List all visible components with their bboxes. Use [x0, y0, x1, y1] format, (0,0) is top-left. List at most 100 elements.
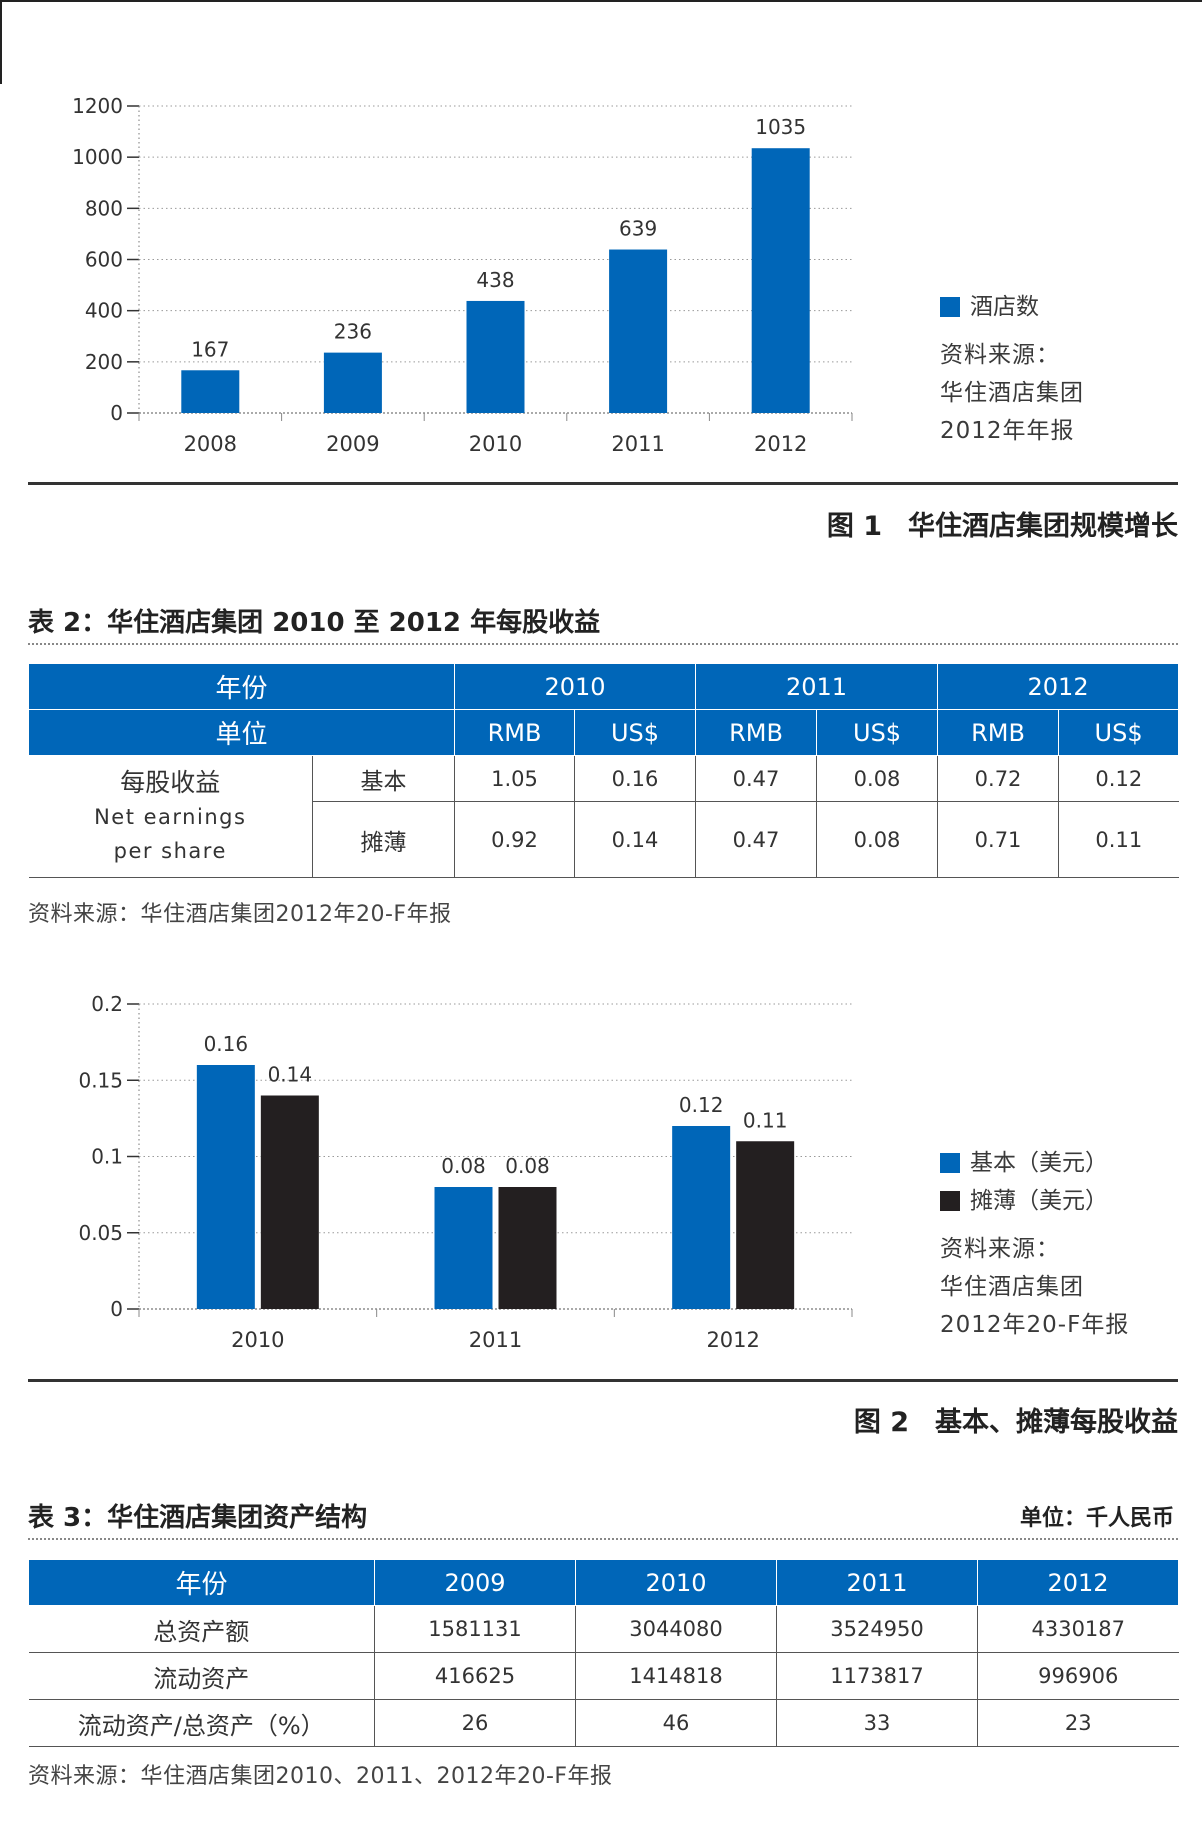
data-label: 0.08: [441, 1154, 486, 1178]
y-tick-label: 0.05: [78, 1221, 123, 1245]
header-currency: US$: [816, 709, 939, 756]
asset-structure-table: 年份 2009 2010 2011 2012 总资产额 1581131 3044…: [28, 1559, 1179, 1747]
top-border: [0, 0, 1202, 2]
header-year: 2009: [374, 1559, 576, 1606]
header-currency: RMB: [695, 709, 818, 756]
bar: [181, 370, 240, 413]
figure2-caption: 图 2 基本、摊薄每股收益: [854, 1400, 1178, 1439]
table3-title: 表 3：华住酒店集团资产结构: [28, 1503, 368, 1533]
header-year: 2012: [937, 663, 1180, 710]
figure-title: 华住酒店集团规模增长: [908, 511, 1178, 542]
row-label-cn: 每股收益: [120, 767, 221, 797]
bar: [751, 148, 810, 413]
header-year: 2012: [977, 1559, 1179, 1606]
table-cell: 4330187: [977, 1605, 1179, 1653]
eps-grouped-bar-chart: 0 0.05 0.1 0.15 0.2 0.16 0.14 2010 0.08 0.08 2011 0…: [78, 992, 853, 1352]
source-line: 资料来源：: [940, 1236, 1060, 1262]
source-line: 华住酒店集团: [940, 1274, 1084, 1300]
table-cell: 0.16: [574, 755, 697, 802]
x-tick-label: 2012: [754, 432, 807, 456]
table-cell: 1.05: [454, 755, 576, 802]
eps-table: 年份 2010 2011 2012 单位 RMB US$ RMB US$ RMB…: [27, 663, 1180, 878]
y-tick-label: 800: [85, 196, 123, 220]
table-row: 流动资产/总资产（%） 26 46 33 23: [28, 1699, 1179, 1747]
table-cell: 0.72: [937, 755, 1060, 802]
row-label: 总资产额: [28, 1605, 375, 1653]
legend-label: 酒店数: [970, 294, 1039, 320]
bar: [672, 1126, 731, 1309]
data-label: 639: [619, 217, 657, 241]
left-border: [0, 0, 2, 84]
table2-title: 表 2：华住酒店集团 2010 至 2012 年每股收益: [28, 608, 601, 638]
table-cell: 0.92: [454, 801, 576, 878]
header-year: 2010: [454, 663, 697, 710]
table-cell: 416625: [374, 1652, 576, 1700]
y-tick-label: 1000: [72, 145, 123, 169]
x-tick-label: 2009: [326, 432, 379, 456]
table-cell: 46: [575, 1699, 777, 1747]
legend-item-basic: 基本（美元）: [940, 1144, 1129, 1182]
x-tick-label: 2010: [231, 1328, 284, 1352]
table-row: 每股收益 Net earnings per share 基本 1.05 0.16…: [28, 755, 1179, 878]
data-label: 167: [191, 337, 229, 361]
legend-swatch: [940, 297, 960, 317]
row-label: 流动资产/总资产（%）: [28, 1699, 375, 1747]
bar: [196, 1065, 255, 1309]
bar: [260, 1095, 319, 1309]
header-currency: US$: [1058, 709, 1180, 756]
legend-label: 摊薄（美元）: [970, 1188, 1108, 1214]
table2-source: 资料来源：华住酒店集团2012年20-F年报: [28, 902, 452, 927]
row-group-label: 每股收益 Net earnings per share: [28, 755, 313, 878]
header-unit-label: 单位: [27, 709, 456, 756]
figure-title: 基本、摊薄每股收益: [935, 1407, 1178, 1438]
table-cell: 3044080: [575, 1605, 777, 1653]
header-year-label: 年份: [27, 663, 456, 710]
data-label: 0.14: [268, 1063, 313, 1087]
x-tick-label: 2012: [706, 1328, 759, 1352]
x-tick-label: 2008: [184, 432, 237, 456]
bar: [498, 1187, 557, 1309]
bar: [609, 249, 668, 413]
table-cell: 26: [374, 1699, 576, 1747]
y-tick-label: 0: [110, 401, 123, 425]
y-tick-label: 0.2: [91, 992, 123, 1016]
y-tick-label: 400: [85, 299, 123, 323]
row-type: 基本: [311, 755, 456, 802]
header-currency: RMB: [937, 709, 1060, 756]
table-cell: 1414818: [575, 1652, 777, 1700]
data-label: 0.08: [505, 1154, 550, 1178]
source-line: 2012年20-F年报: [940, 1312, 1130, 1338]
data-label: 438: [476, 268, 514, 292]
table-row: 摊薄 0.92 0.14 0.47 0.08 0.71 0.11: [29, 801, 1179, 878]
figure2-source: 资料来源： 华住酒店集团 2012年20-F年报: [940, 1230, 1129, 1344]
table3-unit: 单位：千人民币: [1019, 1506, 1174, 1531]
header-year: 2010: [575, 1559, 777, 1606]
figure-number: 图 2: [853, 1407, 909, 1438]
table3-source: 资料来源：华住酒店集团2010、2011、2012年20-F年报: [28, 1764, 613, 1789]
table-cell: 0.08: [816, 801, 939, 878]
row-label-en: Net earnings per share: [94, 804, 247, 863]
bar: [736, 1141, 795, 1309]
table-cell: 1581131: [374, 1605, 576, 1653]
table-header-row: 单位 RMB US$ RMB US$ RMB US$: [27, 709, 1180, 756]
legend-label: 基本（美元）: [970, 1150, 1108, 1176]
figure1-source: 资料来源： 华住酒店集团 2012年年报: [940, 336, 1084, 450]
table-cell: 0.14: [574, 801, 697, 878]
figure-number: 图 1: [826, 511, 882, 542]
x-tick-label: 2011: [611, 432, 664, 456]
table-cell: 0.47: [695, 801, 818, 878]
figure1-legend: 酒店数 资料来源： 华住酒店集团 2012年年报: [940, 288, 1084, 450]
hotel-count-bar-chart: 0 200 400 600 800 1000 1200 167 2008 236 2009 438 20…: [72, 94, 853, 456]
row-type: 摊薄: [311, 801, 456, 878]
table-header-row: 年份 2009 2010 2011 2012: [28, 1559, 1179, 1606]
table-row: 总资产额 1581131 3044080 3524950 4330187: [28, 1605, 1179, 1653]
y-tick-label: 600: [85, 248, 123, 272]
legend-swatch: [940, 1191, 960, 1211]
bar: [323, 352, 382, 413]
figure1-rule: [28, 482, 1178, 485]
table-cell: 0.12: [1058, 755, 1179, 802]
table-cell: 3524950: [776, 1605, 978, 1653]
bar: [434, 1187, 493, 1309]
figure2-rule: [28, 1379, 1178, 1382]
data-label: 0.16: [204, 1032, 249, 1056]
